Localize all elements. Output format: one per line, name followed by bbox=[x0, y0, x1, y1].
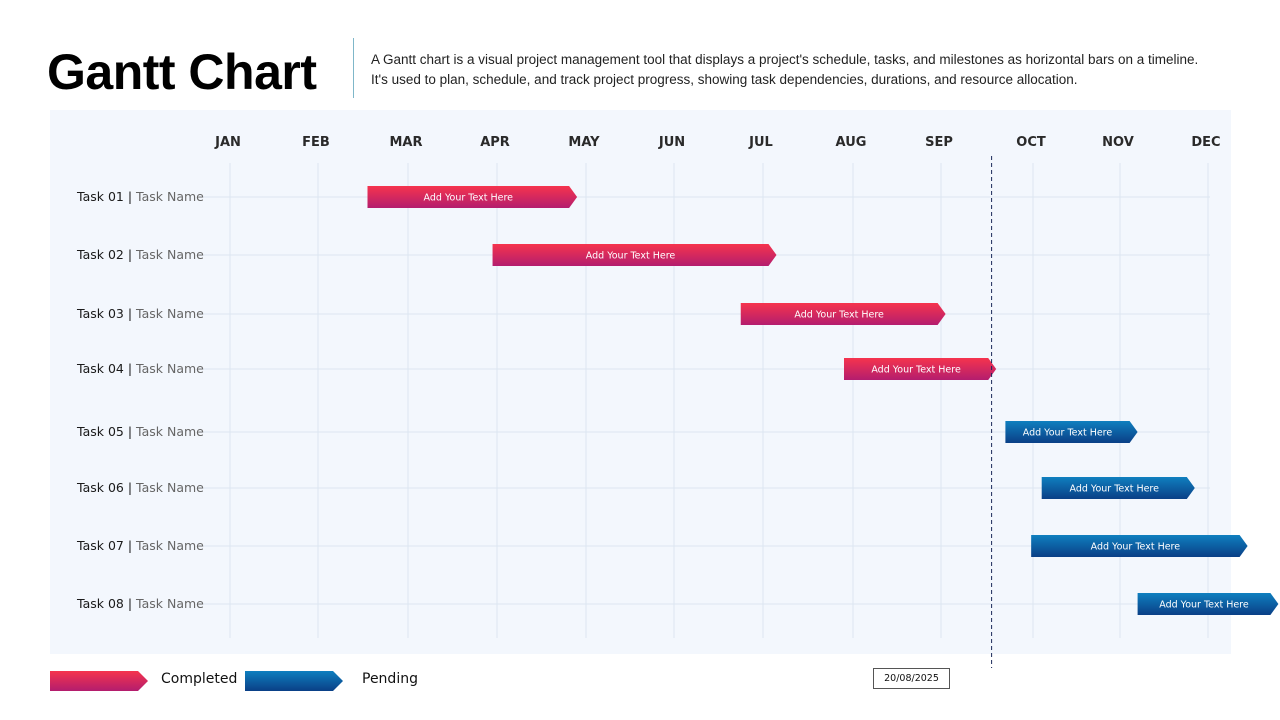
task-separator: | bbox=[124, 538, 136, 553]
month-label-jun: JUN bbox=[658, 135, 685, 150]
task-bar-label: Add Your Text Here bbox=[586, 251, 676, 262]
task-bar-completed[interactable] bbox=[367, 186, 578, 208]
today-date-box: 20/08/2025 bbox=[873, 668, 950, 689]
task-bar-label: Add Your Text Here bbox=[424, 193, 514, 204]
task-bar-label: Add Your Text Here bbox=[1091, 542, 1181, 553]
task-bar-completed[interactable] bbox=[844, 358, 997, 380]
month-label-dec: DEC bbox=[1191, 135, 1220, 150]
task-label: Task 06 | Task Name bbox=[76, 480, 204, 495]
task-bar-pending[interactable] bbox=[1005, 421, 1138, 443]
task-name: Task Name bbox=[135, 596, 204, 611]
task-bar-label: Add Your Text Here bbox=[1070, 484, 1160, 495]
task-name: Task Name bbox=[135, 361, 204, 376]
header-divider bbox=[353, 38, 354, 98]
task-bar-completed[interactable] bbox=[492, 244, 777, 266]
task-label: Task 07 | Task Name bbox=[76, 538, 204, 553]
task-bar-pending[interactable] bbox=[1031, 535, 1248, 557]
task-separator: | bbox=[124, 480, 136, 495]
month-label-feb: FEB bbox=[302, 135, 330, 150]
task-separator: | bbox=[124, 306, 136, 321]
legend-completed-label: Completed bbox=[161, 671, 238, 687]
month-label-apr: APR bbox=[480, 135, 510, 150]
page-description: A Gantt chart is a visual project manage… bbox=[371, 52, 1199, 87]
task-bar-completed[interactable] bbox=[740, 303, 946, 325]
month-label-sep: SEP bbox=[925, 135, 953, 150]
task-label: Task 02 | Task Name bbox=[76, 247, 204, 262]
month-label-aug: AUG bbox=[836, 135, 867, 150]
task-label: Task 08 | Task Name bbox=[76, 596, 204, 611]
legend-pending-label: Pending bbox=[362, 671, 418, 687]
task-bar-label: Add Your Text Here bbox=[1023, 428, 1113, 439]
task-separator: | bbox=[124, 189, 136, 204]
task-id: Task 03 bbox=[76, 306, 124, 321]
month-label-jul: JUL bbox=[748, 135, 773, 150]
task-name: Task Name bbox=[135, 424, 204, 439]
task-name: Task Name bbox=[135, 247, 204, 262]
page-title: Gantt Chart bbox=[47, 44, 317, 100]
task-id: Task 06 bbox=[76, 480, 124, 495]
task-bar-label: Add Your Text Here bbox=[871, 365, 961, 376]
legend-completed-swatch bbox=[50, 671, 148, 691]
task-id: Task 08 bbox=[76, 596, 124, 611]
task-separator: | bbox=[124, 361, 136, 376]
task-id: Task 02 bbox=[76, 247, 124, 262]
task-name: Task Name bbox=[135, 538, 204, 553]
task-bar-label: Add Your Text Here bbox=[1159, 600, 1249, 611]
task-label: Task 05 | Task Name bbox=[76, 424, 204, 439]
chart-panel bbox=[50, 110, 1231, 654]
task-separator: | bbox=[124, 247, 136, 262]
month-label-jan: JAN bbox=[214, 135, 241, 150]
task-name: Task Name bbox=[135, 189, 204, 204]
task-label: Task 04 | Task Name bbox=[76, 361, 204, 376]
task-bar-label: Add Your Text Here bbox=[794, 310, 884, 321]
task-id: Task 04 bbox=[76, 361, 124, 376]
month-label-oct: OCT bbox=[1016, 135, 1046, 150]
task-id: Task 07 bbox=[76, 538, 124, 553]
task-label: Task 01 | Task Name bbox=[76, 189, 204, 204]
task-separator: | bbox=[124, 596, 136, 611]
task-bar-pending[interactable] bbox=[1041, 477, 1195, 499]
legend-pending-swatch bbox=[245, 671, 343, 691]
month-label-may: MAY bbox=[568, 135, 600, 150]
task-separator: | bbox=[124, 424, 136, 439]
task-name: Task Name bbox=[135, 480, 204, 495]
task-label: Task 03 | Task Name bbox=[76, 306, 204, 321]
month-label-mar: MAR bbox=[389, 135, 422, 150]
task-name: Task Name bbox=[135, 306, 204, 321]
task-bar-pending[interactable] bbox=[1137, 593, 1279, 615]
month-label-nov: NOV bbox=[1102, 135, 1134, 150]
task-id: Task 05 bbox=[76, 424, 124, 439]
task-id: Task 01 bbox=[76, 189, 124, 204]
